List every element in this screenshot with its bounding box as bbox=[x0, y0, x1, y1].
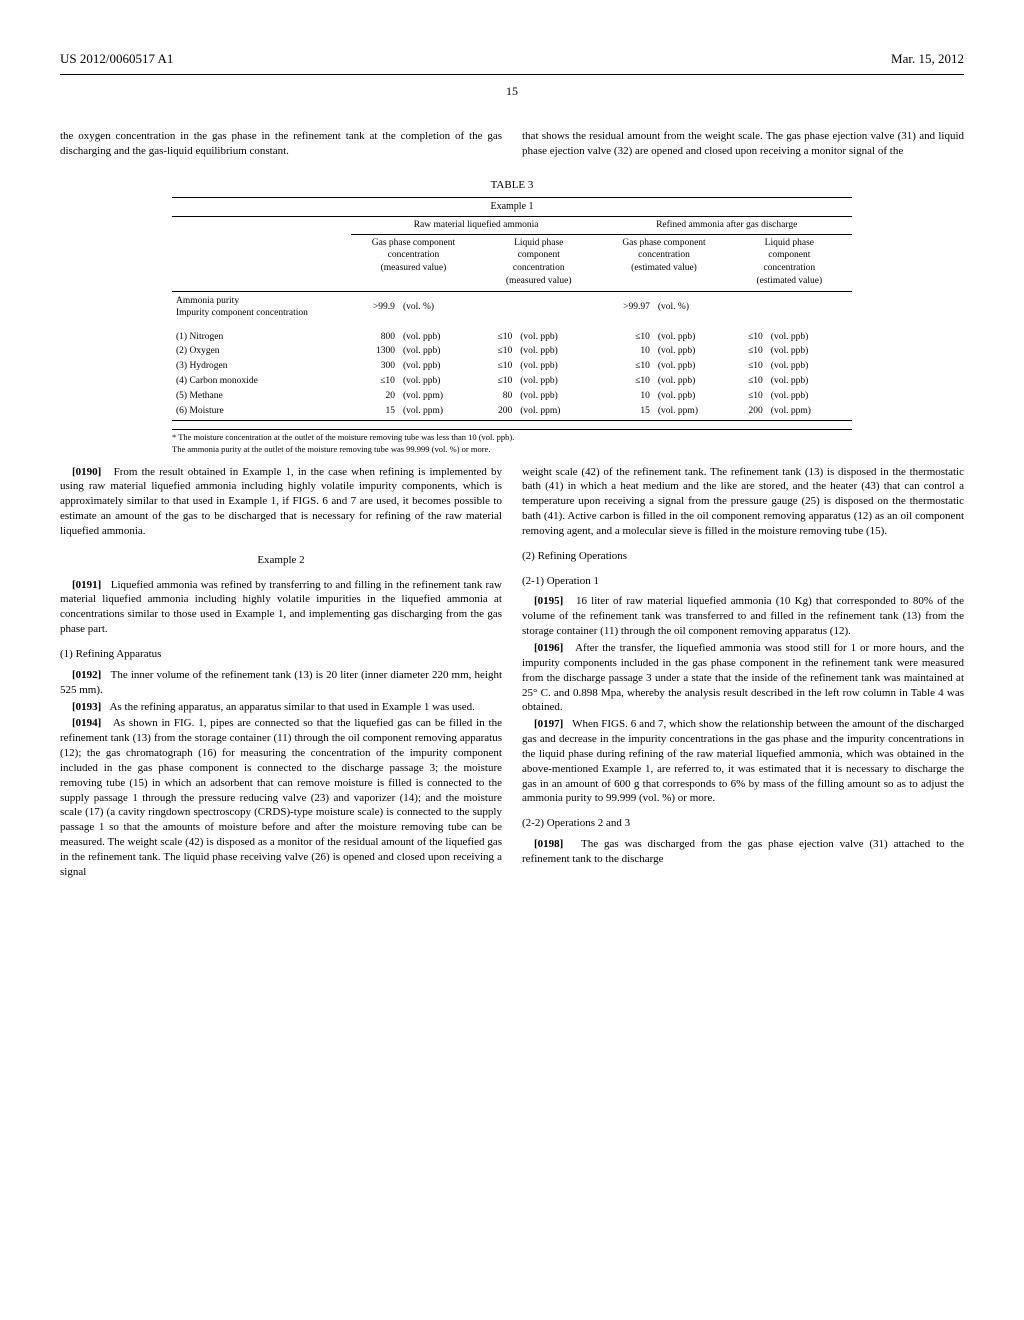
table-row: (4) Carbon monoxide≤10(vol. ppb)≤10(vol.… bbox=[172, 374, 852, 389]
sh-liq-measured: Liquid phase component concentration (me… bbox=[476, 234, 601, 291]
top-right-col: that shows the residual amount from the … bbox=[522, 129, 964, 159]
para-0195: [0195] 16 liter of raw material liquefie… bbox=[522, 594, 964, 639]
data-table: Raw material liquefied ammonia Refined a… bbox=[172, 217, 852, 419]
table-row: (2) Oxygen1300(vol. ppb)≤10(vol. ppb)10(… bbox=[172, 344, 852, 359]
h-op1: (2-1) Operation 1 bbox=[522, 574, 964, 589]
doc-date: Mar. 15, 2012 bbox=[891, 50, 964, 68]
table-title: TABLE 3 bbox=[172, 178, 852, 193]
h-refining-ops: (2) Refining Operations bbox=[522, 549, 964, 564]
para-0196: [0196] After the transfer, the liquefied… bbox=[522, 641, 964, 715]
table-row: (6) Moisture15(vol. ppm)200(vol. ppm)15(… bbox=[172, 404, 852, 419]
table-row: (1) Nitrogen800(vol. ppb)≤10(vol. ppb)≤1… bbox=[172, 330, 852, 345]
body-left-col: [0190] From the result obtained in Examp… bbox=[60, 465, 502, 882]
para-0191: [0191] Liquefied ammonia was refined by … bbox=[60, 578, 502, 637]
doc-number: US 2012/0060517 A1 bbox=[60, 50, 173, 68]
page-header: US 2012/0060517 A1 Mar. 15, 2012 bbox=[60, 50, 964, 68]
header-rule bbox=[60, 74, 964, 75]
top-left-col: the oxygen concentration in the gas phas… bbox=[60, 129, 502, 159]
table-sub-header: Gas phase component concentration (measu… bbox=[172, 234, 852, 291]
para-0197: [0197] When FIGS. 6 and 7, which show th… bbox=[522, 717, 964, 806]
group-refined: Refined ammonia after gas discharge bbox=[601, 217, 852, 234]
table-row: (5) Methane20(vol. ppm)80(vol. ppb)10(vo… bbox=[172, 389, 852, 404]
page-number: 15 bbox=[60, 83, 964, 99]
body-right-col: weight scale (42) of the refinement tank… bbox=[522, 465, 964, 882]
right-continuation: weight scale (42) of the refinement tank… bbox=[522, 465, 964, 539]
sh-gas-measured: Gas phase component concentration (measu… bbox=[351, 234, 476, 291]
sh-gas-estimated: Gas phase component concentration (estim… bbox=[601, 234, 726, 291]
para-0194: [0194] As shown in FIG. 1, pipes are con… bbox=[60, 716, 502, 879]
h-refining-apparatus: (1) Refining Apparatus bbox=[60, 647, 502, 662]
top-columns: the oxygen concentration in the gas phas… bbox=[60, 129, 964, 159]
para-0198: [0198] The gas was discharged from the g… bbox=[522, 837, 964, 867]
para-0192: [0192] The inner volume of the refinemen… bbox=[60, 668, 502, 698]
purity-row: Ammonia purity Impurity component concen… bbox=[172, 291, 852, 321]
table-group-header: Raw material liquefied ammonia Refined a… bbox=[172, 217, 852, 234]
table-example-label: Example 1 bbox=[172, 197, 852, 217]
table-row: (3) Hydrogen300(vol. ppb)≤10(vol. ppb)≤1… bbox=[172, 359, 852, 374]
h-op23: (2-2) Operations 2 and 3 bbox=[522, 816, 964, 831]
table-3: TABLE 3 Example 1 Raw material liquefied… bbox=[172, 178, 852, 454]
example-2-heading: Example 2 bbox=[60, 553, 502, 568]
sh-liq-estimated: Liquid phase component concentration (es… bbox=[727, 234, 852, 291]
para-0190: [0190] From the result obtained in Examp… bbox=[60, 465, 502, 539]
purity-label: Ammonia purity Impurity component concen… bbox=[172, 291, 351, 321]
table-footnote: * The moisture concentration at the outl… bbox=[172, 429, 852, 454]
body-columns: [0190] From the result obtained in Examp… bbox=[60, 465, 964, 882]
para-0193: [0193] As the refining apparatus, an app… bbox=[60, 700, 502, 715]
group-raw: Raw material liquefied ammonia bbox=[351, 217, 602, 234]
